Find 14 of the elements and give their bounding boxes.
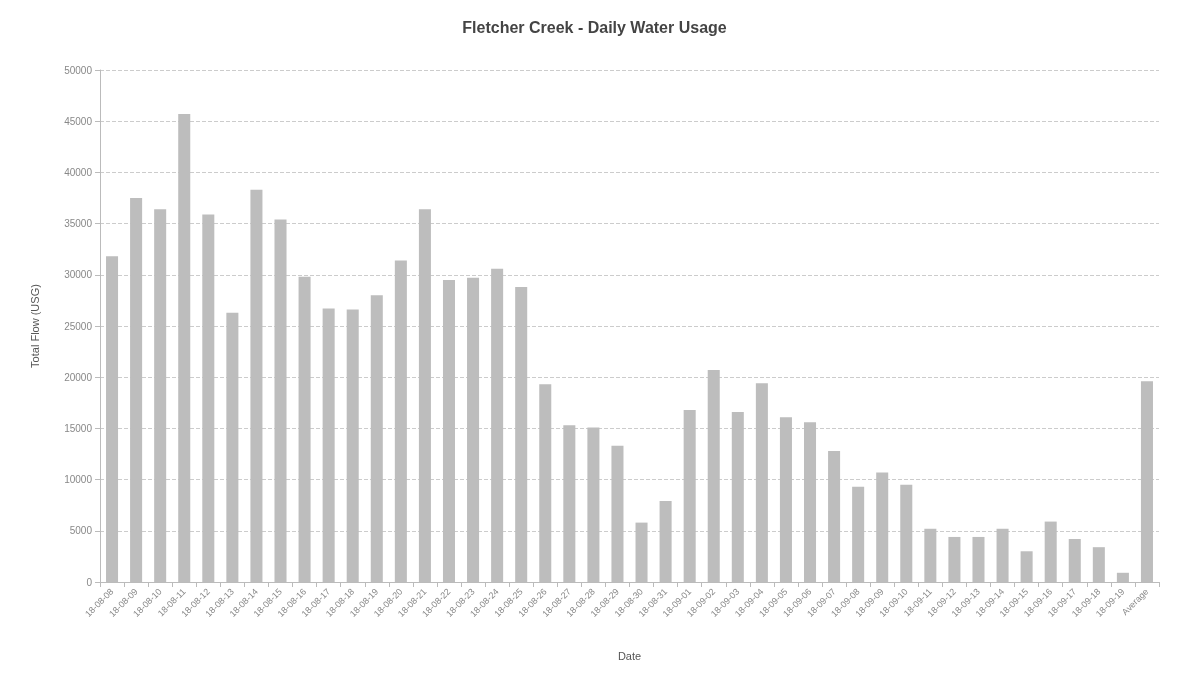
y-tick-label: 35000	[64, 218, 93, 230]
y-tick-label: 50000	[64, 64, 93, 76]
y-tick-label: 5000	[69, 525, 93, 537]
y-tick-label: 30000	[64, 269, 93, 281]
y-tick-label: 25000	[64, 320, 93, 332]
y-axis-title: Total Flow (USG)	[28, 284, 41, 368]
chart-title: Fletcher Creek - Daily Water Usage	[462, 18, 727, 36]
y-tick-label: 0	[86, 576, 93, 588]
y-tick-label: 10000	[64, 474, 93, 486]
x-axis-title: Date	[617, 649, 642, 662]
y-tick-label: 15000	[64, 422, 93, 434]
y-tick-label: 20000	[64, 371, 93, 383]
y-tick-label: 45000	[64, 115, 93, 127]
y-tick-label: 40000	[64, 166, 93, 178]
